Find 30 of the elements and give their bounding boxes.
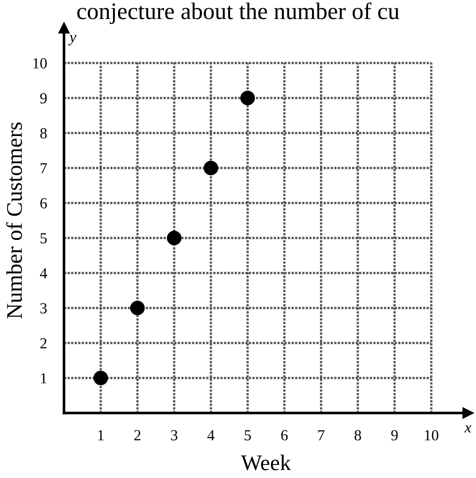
point (93, 370, 108, 386)
y-tick-label: 3 (40, 303, 47, 314)
x-tick-label: 4 (207, 430, 214, 440)
x-tick-label: 8 (354, 430, 362, 440)
x-tick-label: 3 (171, 430, 178, 440)
y-tick-label: 7 (40, 163, 47, 174)
x-tick-label: 10 (424, 430, 438, 440)
text: x (464, 425, 472, 432)
y-tick-label: 8 (40, 128, 47, 138)
annotation: y (68, 35, 76, 46)
point (166, 230, 182, 246)
y-tick-label: 2 (40, 338, 46, 348)
text: conjecture about the number of cu (77, 2, 400, 24)
y-tick-label: 4 (40, 268, 48, 278)
point (130, 300, 145, 316)
x-tick-label: 1 (98, 430, 104, 440)
y-tick-label: 5 (40, 233, 47, 244)
x-axis-title: Week (241, 454, 292, 470)
point (240, 90, 255, 106)
x-tick-label: 9 (391, 430, 398, 440)
x-tick-label: 7 (318, 430, 324, 440)
x-tick-label: 6 (281, 430, 288, 440)
y-tick-label: 6 (40, 198, 47, 208)
point (204, 160, 218, 176)
x-tick-label: 5 (244, 430, 251, 440)
y-tick-label: 9 (40, 93, 47, 104)
y-axis-title: Number of Customers (6, 122, 22, 319)
y-tick-label: 1 (41, 373, 46, 384)
x-tick-label: 2 (134, 430, 140, 440)
y-tick-label: 10 (33, 58, 47, 68)
